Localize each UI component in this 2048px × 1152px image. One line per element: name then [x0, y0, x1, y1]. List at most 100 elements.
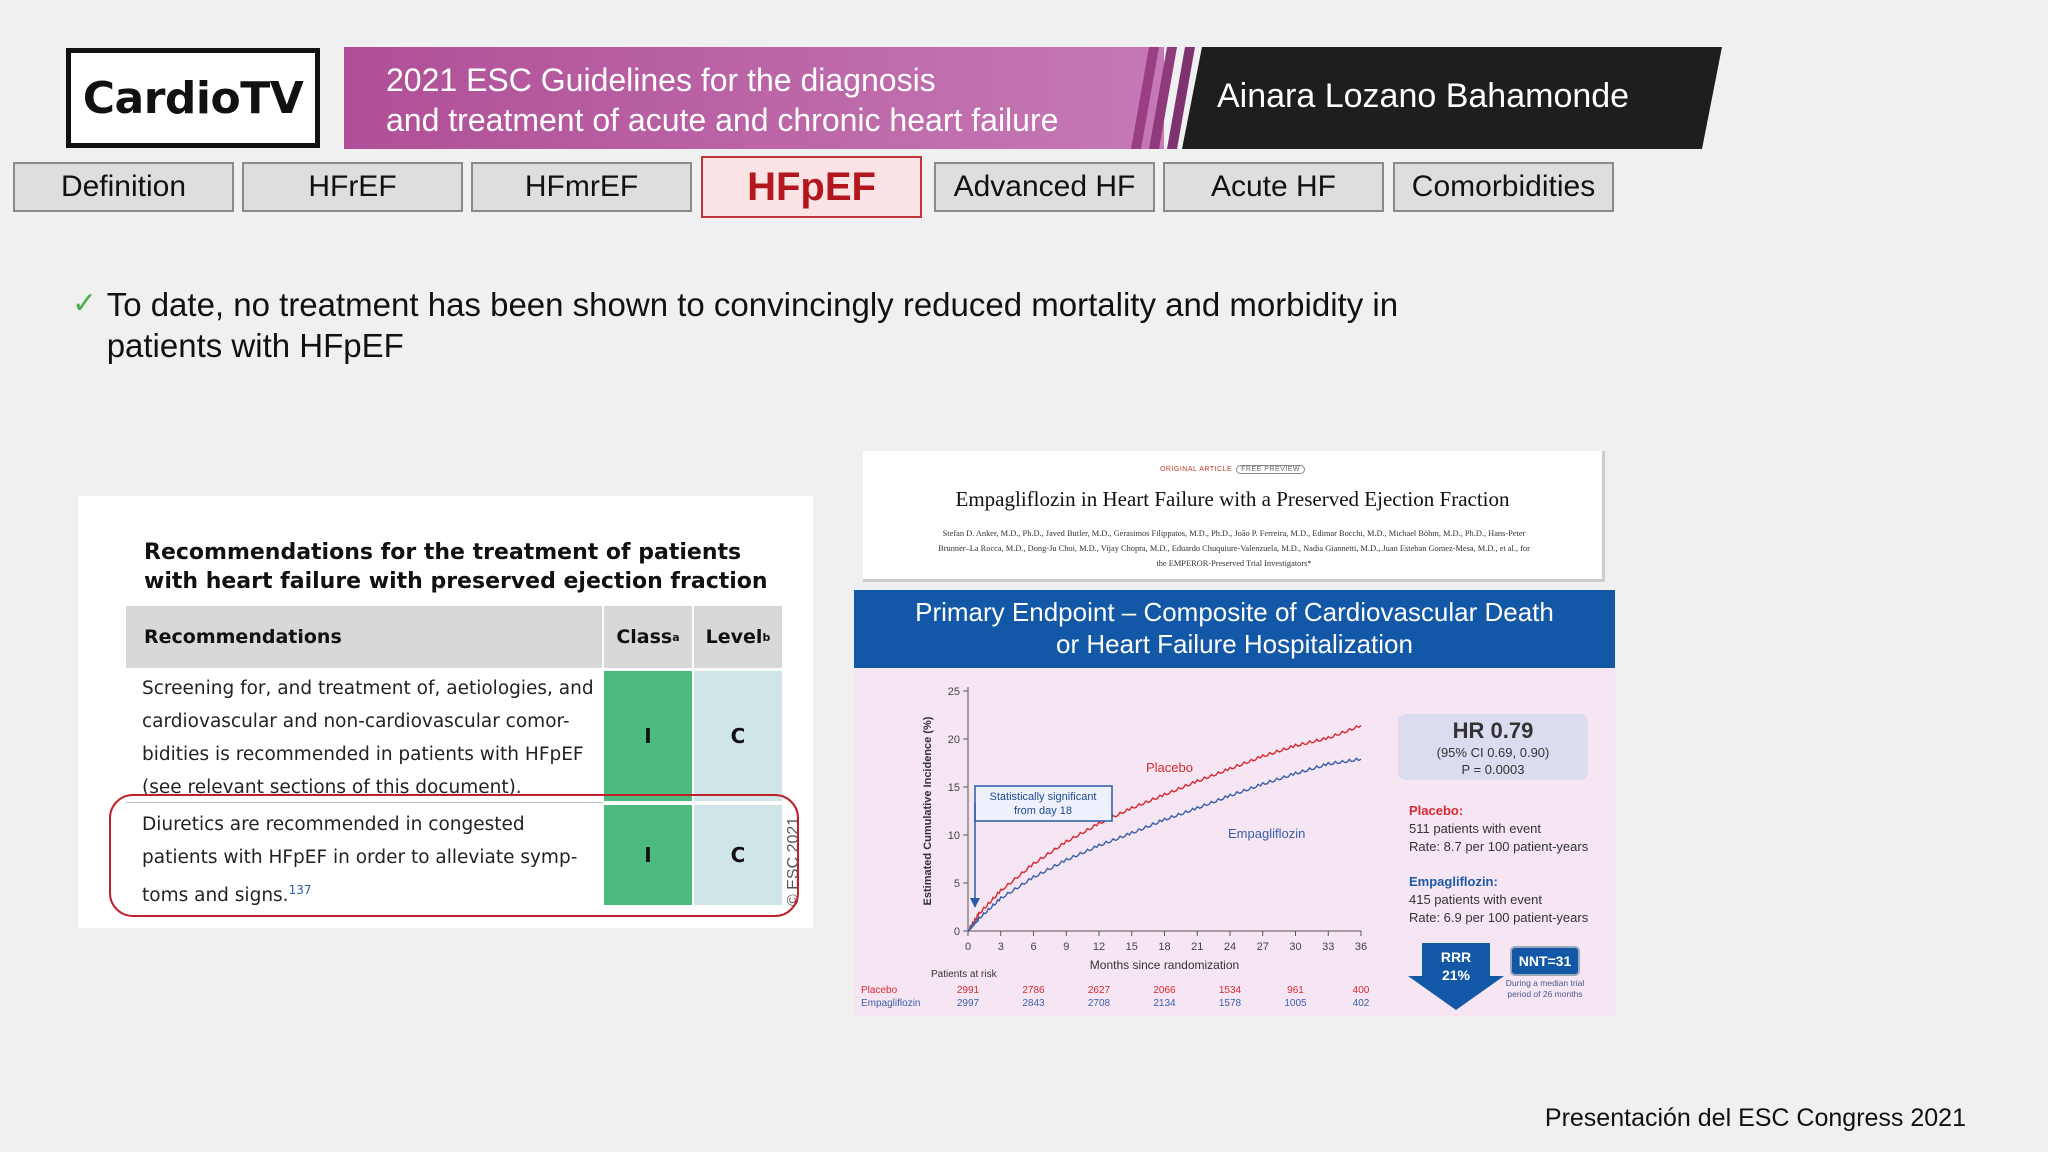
x-axis-title: Months since randomization — [1090, 958, 1239, 972]
placebo-stats: Placebo: 511 patients with event Rate: 8… — [1409, 802, 1588, 856]
header-class: Class a — [604, 606, 692, 668]
at-risk-placebo-value: 2627 — [1088, 985, 1111, 996]
y-axis-title: Estimated Cumulative Incidence (%) — [922, 716, 934, 905]
tab-label: Comorbidities — [1411, 170, 1596, 203]
row2-class: I — [604, 805, 692, 905]
y-tick-label: 20 — [948, 734, 960, 746]
y-tick-label: 10 — [948, 830, 960, 842]
at-risk-empa-label: Empagliflozin — [861, 998, 920, 1009]
figure-header-line1: Primary Endpoint – Composite of Cardiova… — [915, 597, 1554, 627]
series-line-1 — [967, 757, 1362, 933]
x-tick-label: 18 — [1158, 941, 1170, 953]
x-tick-label: 0 — [965, 941, 971, 953]
tab-label: Acute HF — [1210, 170, 1337, 203]
rrr-label-text: RRR — [1440, 949, 1472, 965]
y-tick-label: 5 — [954, 878, 960, 890]
at-risk-empa-value: 2708 — [1088, 998, 1111, 1009]
checkmark-icon: ✓ — [72, 287, 98, 320]
at-risk-placebo-value: 1534 — [1219, 985, 1242, 996]
x-tick-label: 15 — [1126, 941, 1138, 953]
tab-label: Advanced HF — [953, 170, 1136, 203]
tab-hfref[interactable]: HFrEF — [242, 162, 463, 212]
placebo-stats-label: Placebo: — [1409, 803, 1464, 818]
recommendations-table-image: Recommendations for the treatment of pat… — [78, 496, 813, 928]
banner-background — [344, 47, 1722, 149]
x-tick-label: 3 — [998, 941, 1004, 953]
header-level: Level b — [694, 606, 782, 668]
recommendations-title: Recommendations for the treatment of pat… — [144, 540, 768, 594]
tab-definition[interactable]: Definition — [13, 162, 234, 212]
y-tick-label: 25 — [948, 686, 960, 698]
nnt-note: During a median trial period of 26 month… — [1505, 978, 1585, 999]
speaker-name: Ainara Lozano Bahamonde — [1217, 77, 1630, 115]
patients-at-risk-label: Patients at risk — [931, 969, 998, 980]
empa-rate: Rate: 6.9 per 100 patient-years — [1409, 910, 1589, 925]
at-risk-empa-value: 402 — [1353, 998, 1370, 1009]
at-risk-placebo-value: 961 — [1287, 985, 1304, 996]
hr-box: HR 0.79 (95% CI 0.69, 0.90) P = 0.0003 — [1398, 714, 1588, 780]
at-risk-empa-value: 2997 — [957, 998, 980, 1009]
highlight-oval — [109, 794, 799, 917]
annotation-box — [974, 785, 1113, 822]
at-risk-empa-value: 2843 — [1022, 998, 1045, 1009]
row2-line2: patients with HFpEF in order to alleviat… — [142, 847, 578, 868]
row-divider — [126, 802, 602, 803]
y-tick-label: 0 — [954, 926, 960, 938]
authors-line2: Brunner–La Rocca, M.D., Dong-Ju Choi, M.… — [938, 544, 1530, 553]
hr-value: HR 0.79 — [1452, 718, 1534, 743]
at-risk-placebo-value: 400 — [1353, 985, 1370, 996]
figure-header: Primary Endpoint – Composite of Cardiova… — [854, 590, 1615, 668]
row1-line3: bidities is recommended in patients with… — [142, 744, 584, 765]
tab-label: HFrEF — [308, 170, 397, 203]
series-line-0 — [967, 724, 1362, 932]
article-kicker-text: ORIGINAL ARTICLE — [1159, 466, 1233, 473]
logo-text: CardioTV — [82, 72, 304, 124]
bullet-point: ✓ To date, no treatment has been shown t… — [72, 284, 1492, 366]
at-risk-placebo-label: Placebo — [861, 985, 898, 996]
tab-advanced-hf[interactable]: Advanced HF — [934, 162, 1155, 212]
row2-line3: toms and signs. — [142, 885, 289, 907]
x-tick-label: 33 — [1322, 941, 1334, 953]
y-tick-label: 15 — [948, 782, 960, 794]
row1-class: I — [604, 671, 692, 801]
banner-title-line1: 2021 ESC Guidelines for the diagnosis — [386, 62, 936, 98]
row2-ref: 137 — [288, 883, 312, 897]
row1-line1: Screening for, and treatment of, aetiolo… — [142, 678, 594, 699]
free-preview-pill: FREE PREVIEW — [1236, 465, 1306, 474]
placebo-series-label: Placebo — [1146, 760, 1193, 775]
header-recommendations: Recommendations — [126, 606, 602, 668]
row2-line1: Diuretics are recommended in congested — [142, 814, 525, 835]
article-kicker: ORIGINAL ARTICLE FREE PREVIEW — [863, 465, 1602, 474]
at-risk-placebo-value: 2786 — [1022, 985, 1045, 996]
header-level-sup: b — [762, 630, 771, 644]
x-tick-label: 24 — [1224, 941, 1236, 953]
rrr-value: 21% — [1441, 967, 1471, 983]
hr-p: P = 0.0003 — [1461, 762, 1525, 777]
tab-label: Definition — [60, 170, 187, 203]
placebo-rate: Rate: 8.7 per 100 patient-years — [1409, 839, 1589, 854]
annotation-line2: from day 18 — [1014, 805, 1072, 817]
tab-hfpef[interactable]: HFpEF — [701, 156, 922, 218]
empa-stats-label: Empagliflozin: — [1409, 874, 1498, 889]
article-title: Empagliflozin in Heart Failure with a Pr… — [955, 487, 1510, 511]
x-tick-label: 30 — [1289, 941, 1301, 953]
banner-title-line2: and treatment of acute and chronic heart… — [386, 102, 1059, 138]
tab-comorbidities[interactable]: Comorbidities — [1393, 162, 1614, 212]
at-risk-empa-value: 1005 — [1284, 998, 1307, 1009]
x-tick-label: 27 — [1257, 941, 1269, 953]
header-recommendations-label: Recommendations — [144, 626, 342, 648]
article-authors: Stefan D. Anker, M.D., Ph.D., Javed Butl… — [873, 526, 1595, 571]
tab-label: HFpEF — [747, 164, 876, 209]
banner-title: 2021 ESC Guidelines for the diagnosis an… — [386, 60, 1146, 140]
row1-line4: (see relevant sections of this document)… — [142, 777, 522, 798]
bullet-text: To date, no treatment has been shown to … — [106, 286, 1399, 364]
hr-ci: (95% CI 0.69, 0.90) — [1436, 745, 1550, 760]
authors-line3: the EMPEROR-Preserved Trial Investigator… — [1156, 559, 1312, 568]
tab-acute-hf[interactable]: Acute HF — [1163, 162, 1384, 212]
at-risk-placebo-value: 2991 — [957, 985, 980, 996]
x-tick-label: 9 — [1063, 941, 1069, 953]
article-header-image: ORIGINAL ARTICLE FREE PREVIEW Empaglifloz… — [863, 451, 1605, 582]
tab-hfmref[interactable]: HFmrEF — [471, 162, 692, 212]
rrr-down-arrow — [1408, 943, 1504, 1010]
